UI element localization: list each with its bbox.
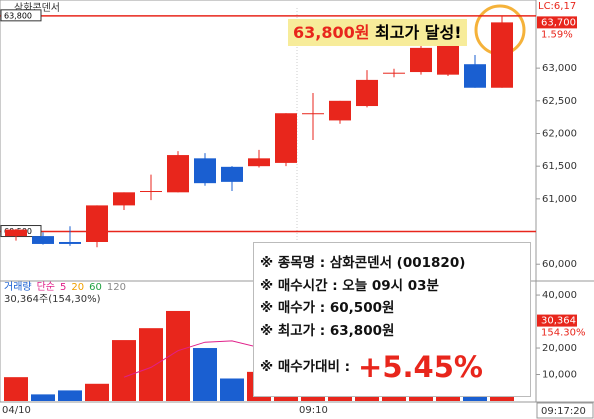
y-tick-label: 63,000 [542, 63, 577, 74]
candle-body [437, 45, 459, 75]
info-row: ※ 매수시간 : 오늘 09시 03분 [260, 275, 530, 298]
candle-body [140, 191, 162, 193]
y-tick-label: 62,000 [542, 128, 577, 139]
volume-bar [31, 394, 55, 401]
info-box: ※ 종목명 : 삼화콘덴서 (001820) ※ 매수시간 : 오늘 09시 03… [253, 242, 531, 397]
candle-body [275, 113, 297, 163]
candle-body [302, 113, 324, 115]
volume-legend: 거래량 단순 5 20 60 120 [4, 281, 126, 293]
change-label: 1.59% [541, 29, 573, 40]
volume-last-box [537, 314, 577, 327]
last-price-label: 63,700 [541, 17, 576, 28]
candle-body [113, 192, 135, 206]
info-text: ※ 매수시간 : 오늘 09시 03분 [260, 277, 439, 294]
volume-summary: 30,364주(154,30%) [4, 294, 101, 305]
legend-entry: 거래량 [4, 281, 32, 293]
candle-body [410, 47, 432, 73]
last-price-box [537, 16, 577, 29]
candle-body [248, 158, 270, 167]
info-gain-row: ※ 매수가대비 : +5.45% [260, 350, 530, 384]
candle-body [86, 205, 108, 242]
legend-entry: 5 [60, 282, 66, 293]
info-row: ※ 매수가 : 60,500원 [260, 297, 530, 320]
y-tick-label: 61,000 [542, 194, 577, 205]
legend-entry: 60 [89, 282, 102, 293]
volume-bar [193, 348, 217, 401]
info-row: ※ 최고가 : 63,800원 [260, 320, 530, 343]
reference-label-box [0, 9, 42, 22]
candle-body [167, 155, 189, 193]
x-tick-label: 09:10 [299, 405, 328, 416]
cursor-time-box [536, 402, 594, 419]
y-tick-label: 62,500 [542, 96, 577, 107]
candle-body [59, 241, 81, 244]
volume-tick-label: 40,000 [542, 290, 577, 301]
callout: 63,800원 최고가 달성! [288, 19, 467, 46]
y-tick-label: 60,000 [542, 259, 577, 270]
legend-entry: 120 [107, 282, 126, 293]
info-text: ※ 최고가 : 63,800원 [260, 322, 395, 339]
volume-tick-label: 20,000 [542, 343, 577, 354]
lc-label: LC:6,17 [538, 1, 576, 12]
candle-body [194, 158, 216, 184]
candle-body [221, 166, 243, 182]
callout-price: 63,800원 [293, 23, 370, 42]
volume-ratio: 154.30% [541, 328, 586, 339]
gain-value: +5.45% [358, 350, 483, 384]
volume-bar [85, 383, 109, 401]
volume-bar [220, 378, 244, 401]
gain-label: ※ 매수가대비 : [260, 359, 351, 375]
candle-body [383, 72, 405, 74]
legend-entry: 단순 [37, 281, 55, 293]
reference-label: 63,800 [4, 11, 32, 20]
y-tick-label: 61,500 [542, 161, 577, 172]
info-row: ※ 종목명 : 삼화콘덴서 (001820) [260, 252, 530, 275]
candle-body [356, 79, 378, 107]
info-text: ※ 종목명 : 삼화콘덴서 (001820) [260, 255, 466, 271]
candle-body [329, 100, 351, 121]
candle-body [464, 64, 486, 88]
x-tick-label: 04/10 [2, 405, 31, 416]
volume-bar [58, 390, 82, 401]
candle-body [491, 22, 513, 88]
legend-entry: 20 [71, 282, 84, 293]
volume-last-label: 30,364 [541, 316, 576, 327]
candle-body [5, 229, 27, 237]
volume-bar [139, 328, 163, 401]
volume-tick-label: 10,000 [542, 370, 577, 381]
volume-bar [112, 340, 136, 401]
cursor-time: 09:17:20 [541, 406, 586, 417]
candle-body [32, 236, 54, 244]
info-text: ※ 매수가 : 60,500원 [260, 300, 395, 316]
callout-text: 최고가 달성! [375, 23, 462, 42]
volume-bar [4, 377, 28, 401]
